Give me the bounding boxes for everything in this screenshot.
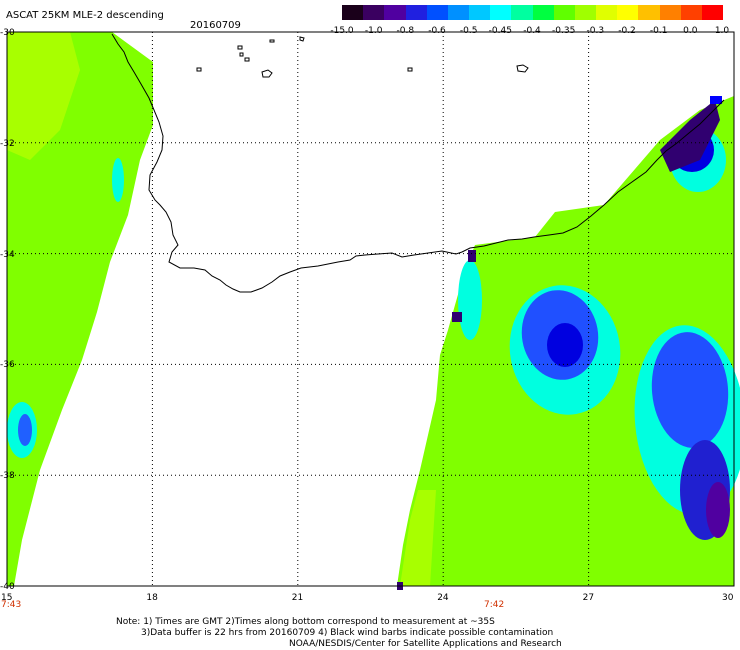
colorbar-swatch bbox=[469, 5, 491, 20]
colorbar-swatch bbox=[553, 5, 575, 20]
colorbar-swatch bbox=[574, 5, 597, 20]
colorbar-swatch bbox=[511, 5, 533, 20]
time-label-left: 7:43 bbox=[1, 600, 22, 610]
islands bbox=[196, 36, 529, 78]
map-frame bbox=[6, 31, 735, 587]
colorbar bbox=[342, 5, 724, 20]
colorbar-label: -15.0 bbox=[330, 26, 354, 36]
right-swath-light bbox=[400, 490, 436, 586]
eddy-core-2 bbox=[651, 332, 729, 448]
x-tick-label: 21 bbox=[291, 593, 304, 603]
note-line-2: 3)Data buffer is 22 hrs from 20160709 4)… bbox=[141, 628, 554, 638]
left-swath-blue bbox=[18, 414, 32, 446]
colorbar-label: -0.5 bbox=[459, 26, 478, 36]
colorbar-swatch bbox=[638, 5, 660, 20]
colorbar-swatch bbox=[447, 5, 470, 20]
colorbar-swatch bbox=[426, 5, 448, 20]
eddy-core-1b bbox=[547, 323, 583, 367]
x-tick-label: 27 bbox=[582, 593, 595, 603]
y-tick-label: -34 bbox=[0, 249, 15, 260]
colorbar-swatch bbox=[384, 5, 406, 20]
colorbar-swatch bbox=[680, 5, 702, 20]
note-line-1: Note: 1) Times are GMT 2)Times along bot… bbox=[116, 617, 495, 627]
colorbar-swatch bbox=[363, 5, 385, 20]
colorbar-swatch bbox=[342, 5, 364, 20]
colorbar-swatch bbox=[701, 5, 724, 20]
y-tick-label: -36 bbox=[0, 360, 15, 371]
map-title: ASCAT 25KM MLE-2 descending bbox=[6, 10, 164, 21]
contaminated-cells-1 bbox=[660, 100, 720, 172]
colorbar-swatch bbox=[596, 5, 618, 20]
colorbar-label: -0.3 bbox=[586, 26, 605, 36]
colorbar-label: -0.4 bbox=[523, 26, 541, 36]
y-tick-label: -40 bbox=[0, 582, 15, 592]
edge-cell bbox=[710, 96, 722, 104]
time-label-center: 7:42 bbox=[484, 600, 505, 610]
colorbar-label: 0.0 bbox=[683, 26, 698, 36]
colorbar-swatch bbox=[532, 5, 554, 20]
y-tick-label: -38 bbox=[0, 471, 15, 482]
map-date: 20160709 bbox=[190, 20, 241, 31]
eddy-core-3b bbox=[706, 482, 730, 538]
lat-lon-grid bbox=[7, 32, 734, 586]
wind-field bbox=[7, 32, 740, 590]
colorbar-label: -0.6 bbox=[428, 26, 446, 36]
colorbar-label: -1.0 bbox=[364, 26, 383, 36]
y-tick-label: -30 bbox=[0, 28, 15, 38]
contaminated-cell-3 bbox=[468, 250, 476, 262]
edge-halo bbox=[458, 260, 482, 340]
colorbar-label: -0.35 bbox=[552, 26, 576, 36]
coastline bbox=[111, 33, 725, 293]
colorbar-label: -0.8 bbox=[396, 26, 415, 36]
y-tick-label: -32 bbox=[0, 138, 15, 149]
colorbar-label: -0.45 bbox=[488, 26, 512, 36]
left-swath-light bbox=[7, 32, 80, 160]
x-tick-label: 15 bbox=[1, 593, 13, 603]
x-tick-label: 24 bbox=[437, 593, 449, 603]
left-swath-cyan-2 bbox=[112, 158, 124, 202]
colorbar-swatch bbox=[659, 5, 681, 20]
colorbar-label: 1.0 bbox=[714, 26, 730, 36]
colorbar-label: -0.2 bbox=[618, 26, 636, 36]
colorbar-label: -0.1 bbox=[649, 26, 668, 36]
colorbar-swatch bbox=[405, 5, 427, 20]
x-tick-label: 30 bbox=[722, 593, 734, 603]
colorbar-swatch bbox=[617, 5, 639, 20]
colorbar-swatch bbox=[490, 5, 512, 20]
contaminated-cell-4 bbox=[452, 312, 462, 322]
x-tick-label: 18 bbox=[146, 593, 158, 603]
note-line-3: NOAA/NESDIS/Center for Satellite Applica… bbox=[289, 639, 562, 649]
